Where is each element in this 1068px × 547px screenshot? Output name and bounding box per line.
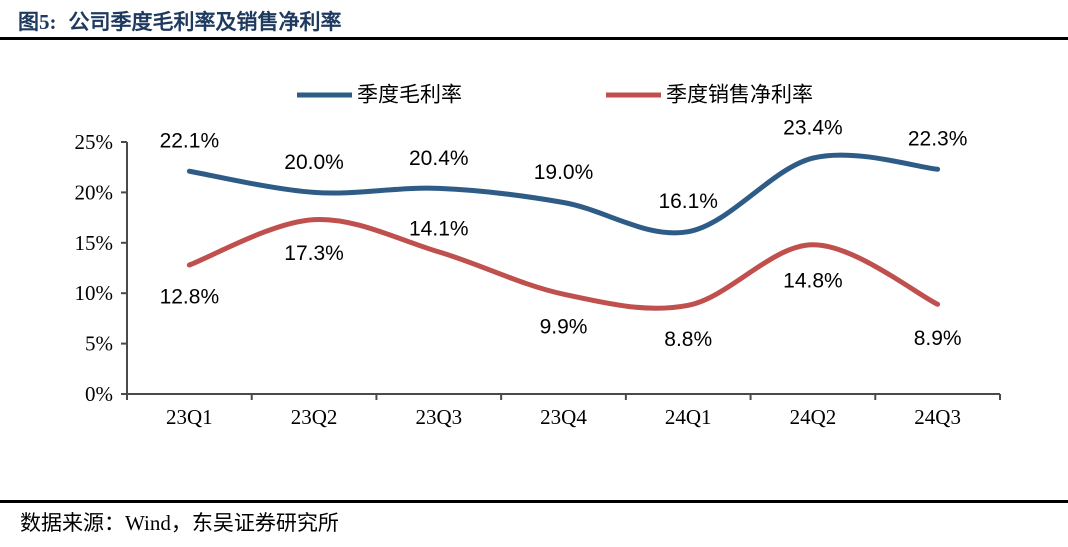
footer-divider-line (0, 500, 1068, 503)
data-label: 12.8% (160, 285, 220, 308)
figure-number-label: 图5: (18, 10, 57, 34)
figure-title: 图5: 公司季度毛利率及销售净利率 (18, 6, 342, 36)
legend-label-gross-margin: 季度毛利率 (357, 84, 462, 107)
y-axis-label: 10% (75, 281, 114, 305)
data-label: 14.8% (783, 269, 843, 292)
x-axis-label: 24Q1 (665, 405, 712, 429)
y-axis-label: 25% (75, 130, 114, 154)
y-axis-label: 20% (75, 180, 114, 204)
data-label: 9.9% (540, 316, 588, 339)
data-label: 14.1% (409, 217, 469, 240)
x-axis-label: 23Q4 (540, 405, 587, 429)
y-axis-label: 5% (85, 332, 113, 356)
legend-label-net-margin: 季度销售净利率 (666, 84, 813, 107)
data-label: 22.1% (160, 130, 220, 153)
x-axis-label: 23Q1 (166, 405, 213, 429)
figure-title-text: 公司季度毛利率及销售净利率 (68, 10, 342, 34)
x-axis-label: 23Q2 (291, 405, 338, 429)
data-label: 23.4% (783, 117, 843, 140)
y-axis-label: 0% (85, 382, 113, 406)
series-line-gross-margin (186, 152, 941, 236)
x-axis-label: 24Q2 (790, 405, 837, 429)
data-label: 8.8% (664, 328, 712, 351)
data-label: 19.0% (534, 161, 594, 184)
data-label: 22.3% (908, 128, 968, 151)
data-label: 20.4% (409, 147, 469, 170)
x-axis-label: 23Q3 (415, 405, 462, 429)
axis-frame (126, 142, 1000, 395)
data-source-note: 数据来源：Wind，东吴证券研究所 (20, 511, 339, 535)
data-label: 16.1% (658, 190, 718, 213)
y-axis-label: 15% (75, 231, 114, 255)
data-label: 8.9% (914, 327, 962, 350)
chart-svg: 0% 5% 10% 15% 20% 25% 23Q1 23Q2 23Q3 23Q4 24Q1 24Q2… (75, 84, 1001, 429)
data-label: 17.3% (284, 242, 344, 265)
x-axis-label: 24Q3 (914, 405, 961, 429)
data-label: 20.0% (284, 151, 344, 174)
title-divider-line (0, 37, 1068, 40)
series-line-net-margin (186, 217, 941, 311)
